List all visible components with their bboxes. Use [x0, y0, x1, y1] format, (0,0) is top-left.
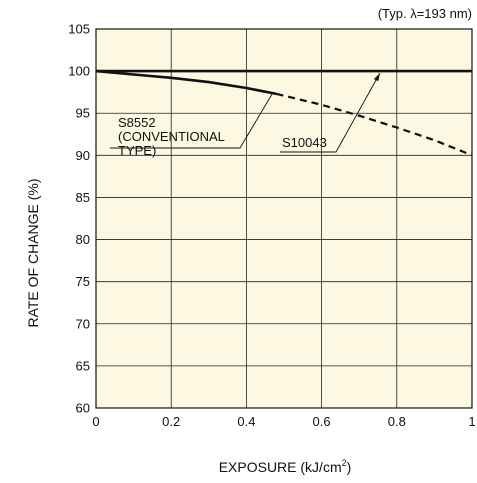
y-tick-label: 80 — [76, 232, 90, 247]
x-tick-label: 1 — [468, 414, 475, 429]
y-tick-label: 70 — [76, 316, 90, 331]
y-tick-label: 65 — [76, 358, 90, 373]
s8552-label: (CONVENTIONAL — [118, 129, 225, 144]
y-tick-label: 75 — [76, 274, 90, 289]
plot-background — [96, 29, 472, 408]
y-axis-title: RATE OF CHANGE (%) — [25, 178, 41, 327]
s8552-line — [95, 69, 277, 96]
y-tick-label: 60 — [76, 401, 90, 416]
x-tick-label: 0.8 — [388, 414, 406, 429]
s8552-label: TYPE) — [118, 143, 156, 158]
x-tick-label: 0.2 — [162, 414, 180, 429]
y-tick-label: 95 — [76, 106, 90, 121]
s8552-leader — [110, 92, 274, 149]
y-tick-label: 85 — [76, 190, 90, 205]
x-tick-label: 0 — [92, 414, 99, 429]
y-tick-label: 105 — [68, 22, 90, 37]
x-tick-label: 0.4 — [237, 414, 255, 429]
s10043-arrowhead — [373, 73, 380, 82]
s8552-label: S8552 — [118, 115, 156, 130]
s10043-label: S10043 — [282, 135, 327, 150]
s8552-dashed-line — [276, 92, 473, 157]
x-axis-title: EXPOSURE (kJ/cm2) — [219, 458, 352, 475]
y-tick-label: 90 — [76, 148, 90, 163]
plot-frame — [95, 28, 473, 409]
y-tick-label: 100 — [68, 64, 90, 79]
x-tick-label: 0.6 — [313, 414, 331, 429]
condition-note: (Typ. λ=193 nm) — [378, 6, 472, 21]
s10043-leader — [280, 72, 381, 153]
